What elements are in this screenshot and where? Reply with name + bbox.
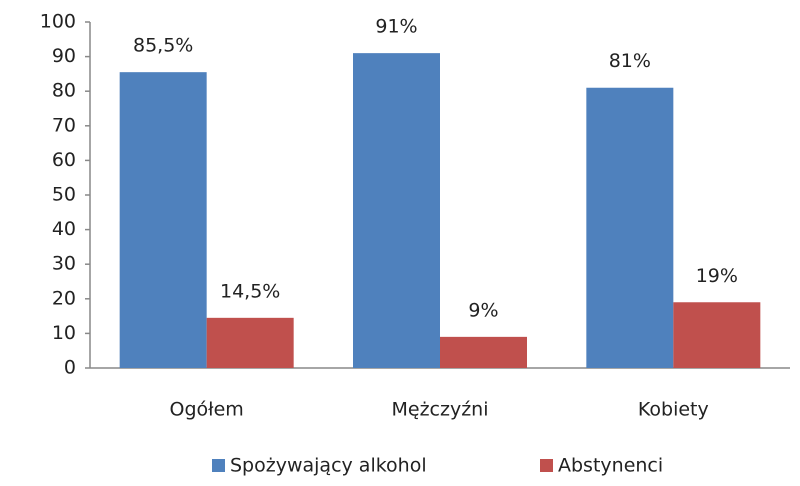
y-tick-label: 100 (40, 11, 76, 33)
y-tick-label: 40 (52, 218, 76, 240)
value-label: 91% (375, 16, 417, 38)
y-tick-label: 20 (52, 287, 76, 309)
value-label: 14,5% (220, 280, 280, 302)
value-label: 19% (696, 265, 738, 287)
legend-swatch (540, 459, 553, 472)
bar (119, 72, 207, 369)
y-tick-label: 0 (64, 357, 76, 379)
y-tick-label: 90 (52, 45, 76, 67)
value-label: 9% (468, 299, 498, 321)
y-tick-label: 70 (52, 114, 76, 136)
y-tick-label: 30 (52, 253, 76, 275)
legend-label: Abstynenci (558, 455, 663, 477)
bar (673, 302, 761, 368)
bar (353, 53, 440, 368)
legend-swatch (212, 459, 225, 472)
bar (440, 336, 527, 368)
y-tick-label: 60 (52, 149, 76, 171)
value-label: 85,5% (133, 35, 193, 57)
y-tick-label: 80 (52, 80, 76, 102)
bar (206, 317, 294, 368)
x-tick-label: Mężczyźni (391, 399, 488, 421)
legend-label: Spożywający alkohol (230, 455, 427, 477)
y-tick-label: 10 (52, 322, 76, 344)
x-tick-label: Kobiety (638, 399, 709, 421)
bar (586, 87, 674, 369)
x-tick-label: Ogółem (170, 399, 244, 421)
value-label: 81% (609, 50, 651, 72)
y-tick-label: 50 (52, 184, 76, 206)
